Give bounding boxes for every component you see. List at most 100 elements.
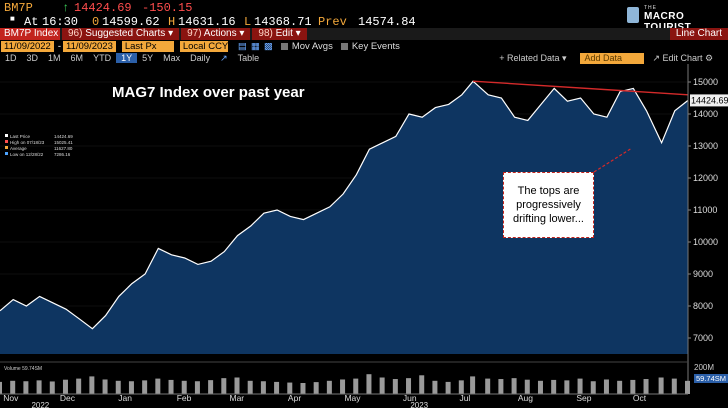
- chart-icons[interactable]: ▤ ▦ ▩: [238, 41, 273, 52]
- period-ytd[interactable]: YTD: [93, 53, 112, 63]
- menu-num: 98): [258, 28, 273, 39]
- controls-bar: 11/09/2022 - 11/09/2023 Last Px Local CC…: [0, 40, 728, 52]
- volume-bar: [234, 377, 240, 394]
- volume-bar: [406, 378, 412, 394]
- legend-label: Last Price: [10, 134, 31, 139]
- security-ticker[interactable]: BM7P Index: [0, 28, 60, 40]
- price-chart: 7000 8000 9000 10000 11000 12000 13000 14000 150…: [0, 64, 728, 408]
- volume-bar: [208, 380, 214, 394]
- bar-chart-icon[interactable]: ▦: [250, 40, 260, 52]
- period-1y[interactable]: 1Y: [116, 53, 138, 63]
- y-tick-label: 8000: [693, 301, 713, 311]
- chevron-down-icon: ▾: [239, 28, 245, 39]
- period-6m[interactable]: 6M: [70, 53, 84, 63]
- legend: Last Price 14424.69 High on 07/18/23 15025…: [5, 134, 73, 158]
- volume-bar: [168, 379, 174, 394]
- add-data-input[interactable]: Add Data: [579, 52, 644, 64]
- volume-bar: [287, 382, 293, 394]
- volume-bar: [274, 381, 280, 394]
- y-tick-label: 11000: [693, 205, 717, 215]
- legend-value: 14424.69: [54, 134, 73, 139]
- legend-row: Average 11627.80: [5, 146, 73, 152]
- currency-select[interactable]: Local CCY: [179, 40, 228, 52]
- volume-bars: [0, 361, 690, 394]
- volume-label: Volume 59.74SM: [4, 366, 42, 372]
- edit-menu[interactable]: 98) Edit ▾: [252, 28, 307, 40]
- chart-type-label[interactable]: Line Chart: [669, 28, 728, 40]
- end-date-input[interactable]: 11/09/2023: [63, 40, 116, 52]
- last-price-marker: [690, 94, 728, 107]
- mov-avgs-toggle[interactable]: Mov Avgs: [280, 41, 333, 52]
- suitcase-icon: [627, 7, 639, 23]
- volume-bar: [445, 381, 451, 394]
- checkbox-icon[interactable]: ■: [10, 15, 15, 24]
- volume-bar: [0, 381, 2, 394]
- legend-label: Average: [10, 146, 27, 151]
- x-axis: Nov Dec Jan Feb Mar Apr May Jun Jul Aug Sep Oct 2022…: [0, 393, 688, 408]
- legend-value: 15025.41: [54, 140, 73, 145]
- volume-bar: [658, 377, 664, 394]
- y-tick-label: 13000: [693, 141, 718, 151]
- volume-bar: [617, 380, 623, 394]
- volume-bar: [142, 380, 148, 394]
- volume-bar: [577, 378, 583, 394]
- actions-menu[interactable]: 97) Actions ▾: [181, 28, 251, 40]
- volume-bar: [551, 379, 557, 394]
- edit-chart-button[interactable]: ↗ Edit Chart ⚙: [652, 52, 714, 63]
- open-prefix: 0: [92, 15, 100, 29]
- logo-line1: THE: [644, 5, 657, 11]
- callout-box: The tops are progressively drifting lowe…: [503, 172, 594, 238]
- x-tick-label: Jul: [459, 393, 470, 403]
- x-year-label: 2023: [410, 401, 428, 408]
- trendline: [473, 80, 689, 96]
- volume-bar: [485, 378, 491, 394]
- volume-bar: [49, 381, 55, 394]
- volume-scale-current: 59.74SM: [696, 374, 726, 383]
- high-price: 14631.16: [178, 15, 236, 29]
- volume-bar: [102, 379, 108, 394]
- start-date-input[interactable]: 11/09/2022: [1, 40, 54, 52]
- ticker-symbol: BM7P: [4, 1, 33, 15]
- price-line: [0, 80, 689, 330]
- menu-label: Edit: [275, 28, 293, 39]
- price-area: [0, 81, 688, 354]
- volume-bar: [313, 382, 319, 394]
- at-label: At: [24, 15, 39, 29]
- chart-title-annotation: MAG7 Index over past year: [112, 84, 305, 101]
- y-tick-label: 15000: [693, 77, 718, 87]
- line-chart-icon[interactable]: ▤: [237, 40, 247, 52]
- suggested-charts-menu[interactable]: 96) Suggested Charts ▾: [62, 28, 180, 40]
- volume-scale-top: 200M: [694, 363, 714, 372]
- x-tick-label: Jan: [118, 393, 132, 403]
- volume-bar: [564, 380, 570, 394]
- table-button[interactable]: Table: [237, 53, 260, 63]
- checkbox-icon: [280, 42, 288, 50]
- checkbox-icon: [340, 42, 348, 50]
- period-3d[interactable]: 3D: [26, 53, 39, 63]
- volume-bar: [419, 375, 425, 394]
- volume-bar: [603, 379, 609, 394]
- volume-bar: [590, 381, 596, 394]
- volume-bar: [671, 378, 677, 394]
- volume-bar: [194, 381, 200, 394]
- volume-bar: [247, 380, 253, 394]
- x-tick-label: Feb: [177, 393, 192, 403]
- period-max[interactable]: Max: [163, 53, 181, 63]
- volume-bar: [326, 380, 332, 394]
- callout-arrow: [593, 147, 633, 173]
- period-5y[interactable]: 5Y: [142, 53, 154, 63]
- y-tick-label: 7000: [693, 333, 713, 343]
- field-select[interactable]: Last Px: [121, 40, 174, 52]
- quote-time: 16:30: [42, 15, 79, 29]
- related-data-button[interactable]: + Related Data ▾: [499, 52, 567, 63]
- period-1m[interactable]: 1M: [48, 53, 61, 63]
- frequency-select[interactable]: Daily: [190, 53, 211, 63]
- macro-tourist-logo: THE MACRO TOURIST: [624, 4, 724, 33]
- volume-bar: [300, 383, 306, 394]
- candle-chart-icon[interactable]: ▩: [263, 40, 273, 52]
- volume-bar: [432, 380, 438, 394]
- key-events-toggle[interactable]: Key Events: [340, 41, 400, 52]
- chevron-down-icon: ▾: [295, 28, 301, 39]
- period-1d[interactable]: 1D: [5, 53, 17, 63]
- chart-style-icon[interactable]: ↗: [220, 52, 228, 63]
